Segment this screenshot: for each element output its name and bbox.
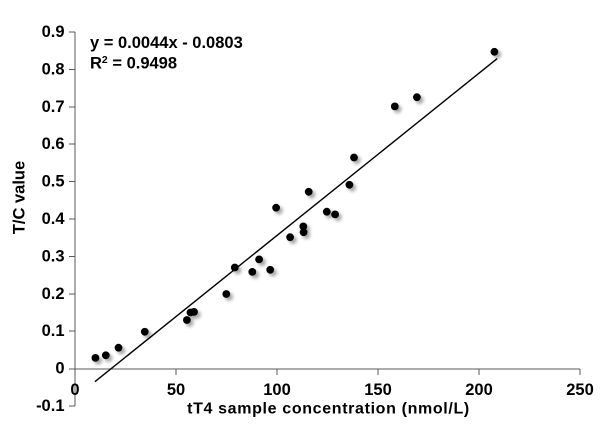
svg-text:y = 0.0044x - 0.0803: y = 0.0044x - 0.0803 xyxy=(90,34,243,52)
svg-text:0.2: 0.2 xyxy=(42,285,65,303)
svg-text:0.4: 0.4 xyxy=(42,210,66,228)
svg-text:0.7: 0.7 xyxy=(42,98,65,116)
svg-text:0: 0 xyxy=(55,360,64,378)
svg-text:0.1: 0.1 xyxy=(42,322,65,340)
svg-text:0.5: 0.5 xyxy=(42,173,65,191)
svg-text:50: 50 xyxy=(167,381,185,399)
svg-text:0: 0 xyxy=(70,381,79,399)
svg-text:0.6: 0.6 xyxy=(42,135,65,153)
svg-text:150: 150 xyxy=(364,381,392,399)
svg-text:-0.1: -0.1 xyxy=(36,397,64,415)
svg-text:tT4 sample concentration (nmol: tT4 sample concentration (nmol/L) xyxy=(187,401,470,418)
svg-text:200: 200 xyxy=(465,381,493,399)
svg-text:0.3: 0.3 xyxy=(42,247,65,265)
svg-text:R2 = 0.9498: R2 = 0.9498 xyxy=(90,54,177,73)
svg-text:250: 250 xyxy=(566,381,594,399)
svg-text:T/C value: T/C value xyxy=(11,161,29,234)
svg-text:0.9: 0.9 xyxy=(42,23,65,41)
svg-text:0.8: 0.8 xyxy=(42,60,65,78)
svg-text:100: 100 xyxy=(263,381,291,399)
